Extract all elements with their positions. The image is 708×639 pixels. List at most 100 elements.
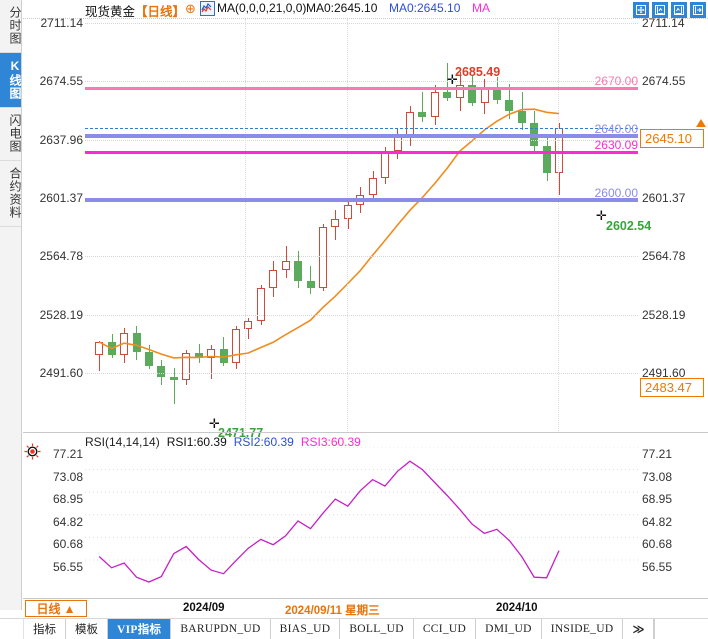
rsi-line (85, 447, 638, 583)
indicator-legend: RSI(14,14,14) RSI1:60.39 RSI2:60.39 RSI3:60… (85, 435, 368, 449)
candle-wick (211, 345, 212, 379)
candle-wick (174, 367, 175, 405)
price-tick-left: 2528.19 (39, 307, 83, 322)
candle-body[interactable] (145, 351, 153, 367)
candle-body[interactable] (133, 332, 141, 352)
candle-body[interactable] (431, 91, 439, 118)
indicator-tick-left: 68.95 (52, 492, 83, 507)
indicator-name: RSI(14,14,14) (85, 435, 160, 449)
current-price-tag[interactable]: 2645.10 (640, 129, 704, 149)
indicator-tick-left: 73.08 (52, 469, 83, 484)
tab-indicators[interactable]: 指标 (24, 619, 66, 639)
candle-body[interactable] (244, 321, 252, 330)
indicator-tick-left: 60.68 (52, 537, 83, 552)
candle-body[interactable] (257, 287, 265, 322)
tab-boll-ud[interactable]: BOLL_UD (340, 619, 414, 639)
candle-body[interactable] (319, 227, 327, 288)
candle-body[interactable] (95, 342, 103, 355)
chart-header: 现货黄金【日线】 ⊕ MA(0,0,0,21,0,0) MA0:2645.10 … (23, 0, 708, 19)
ma-line (98, 108, 560, 359)
price-level-line[interactable] (85, 134, 638, 139)
price-tick-left: 2491.60 (39, 366, 83, 381)
grid-line (85, 22, 638, 24)
symbol-name: 现货黄金 (85, 5, 136, 19)
price-level-line[interactable] (85, 127, 638, 129)
period-high-marker-icon: ✛ (447, 72, 458, 87)
date-label: 2024/09 (183, 602, 225, 614)
ma-chart-icon[interactable] (200, 1, 215, 16)
candle-body[interactable] (468, 85, 476, 103)
chart-area: 现货黄金【日线】 ⊕ MA(0,0,0,21,0,0) MA0:2645.10 … (23, 0, 708, 610)
tab-bias-ud[interactable]: BIAS_UD (271, 619, 341, 639)
grid-line (85, 373, 638, 375)
candle-body[interactable] (418, 112, 426, 118)
candle-body[interactable] (170, 377, 178, 381)
candle-body[interactable] (543, 145, 551, 173)
sidebar-item-kline-chart[interactable]: K线图 (0, 53, 22, 108)
candle-body[interactable] (182, 353, 190, 381)
candle-body[interactable] (207, 348, 215, 359)
candle-wick (99, 340, 100, 371)
price-level-line[interactable] (85, 86, 638, 90)
candle-body[interactable] (157, 366, 165, 378)
move-icon[interactable] (633, 2, 649, 18)
sun-icon[interactable] (24, 443, 41, 460)
indicator-tick-right: 73.08 (642, 469, 673, 484)
price-tick-left: 2674.55 (39, 74, 83, 89)
ma-legend-magenta: MA (472, 1, 490, 15)
price-level-label: 2600.00 (594, 186, 638, 201)
candle-body[interactable] (294, 260, 302, 282)
candle-body[interactable] (505, 99, 513, 111)
last-low-marker-icon: ✛ (596, 208, 607, 223)
candle-body[interactable] (518, 110, 526, 124)
align-left-icon[interactable] (652, 2, 668, 18)
ma0-value-black: MA0:2645.10 (306, 1, 378, 15)
candle-wick (422, 91, 423, 122)
grid-line-vertical (245, 19, 246, 431)
align-right-icon[interactable] (671, 2, 687, 18)
price-tick-left: 2564.78 (39, 249, 83, 264)
tab-inside-ud[interactable]: INSIDE_UD (542, 619, 624, 639)
chevron-up-icon: ▲ (63, 601, 76, 616)
grid-line (85, 314, 638, 316)
tab-dmi-ud[interactable]: DMI_UD (476, 619, 542, 639)
price-panel: 2711.14 2674.55 2637.96 2601.37 2564.78 2528.… (23, 15, 708, 440)
candle-body[interactable] (269, 270, 277, 288)
indicator-tick-right: 64.82 (642, 514, 673, 529)
date-label-highlight: 2024/09/11 星期三 (285, 605, 380, 617)
candle-body[interactable] (331, 219, 339, 228)
ma0-value-blue: MA0:2645.10 (389, 1, 461, 15)
candle-body[interactable] (369, 177, 377, 196)
candle-body[interactable] (232, 329, 240, 363)
price-level-label: 2640.00 (594, 122, 638, 137)
tab-cci-ud[interactable]: CCI_UD (414, 619, 477, 639)
candle-wick (310, 265, 311, 295)
tab-more-button[interactable]: ≫ (623, 619, 655, 639)
crosshair-icon[interactable]: ⊕ (185, 1, 196, 16)
candle-body[interactable] (456, 85, 464, 98)
price-level-line[interactable] (85, 150, 638, 154)
period-low-marker-icon: ✛ (209, 416, 220, 431)
sidebar-item-contract-info[interactable]: 合约资料 (0, 161, 22, 227)
ma-value-tag[interactable]: 2483.47 (640, 378, 704, 398)
sidebar-item-lightning-chart[interactable]: 闪电图 (0, 108, 22, 161)
tab-barupdn-ud[interactable]: BARUPDN_UD (171, 619, 271, 639)
tab-vip-indicators[interactable]: VIP指标 (108, 619, 172, 639)
candle-body[interactable] (443, 91, 451, 98)
period-high-label: 2685.49 (455, 65, 501, 79)
rsi2-value: RSI2:60.39 (233, 435, 294, 449)
candle-body[interactable] (282, 260, 290, 271)
price-tick-left: 2711.14 (40, 15, 84, 30)
price-level-line[interactable] (85, 198, 638, 203)
indicator-plot[interactable] (85, 447, 638, 595)
period-selector-button[interactable]: 日线 ▲ (25, 600, 87, 617)
price-tick-right: 2564.78 (642, 249, 686, 264)
sidebar-item-time-chart[interactable]: 分时图 (0, 0, 22, 53)
price-tick-right: 2674.55 (642, 74, 686, 89)
candle-body[interactable] (307, 281, 315, 288)
tab-templates[interactable]: 模板 (66, 619, 108, 639)
expand-right-icon[interactable] (690, 2, 706, 18)
price-tick-right: 2491.60 (642, 366, 686, 381)
grid-line (85, 256, 638, 258)
